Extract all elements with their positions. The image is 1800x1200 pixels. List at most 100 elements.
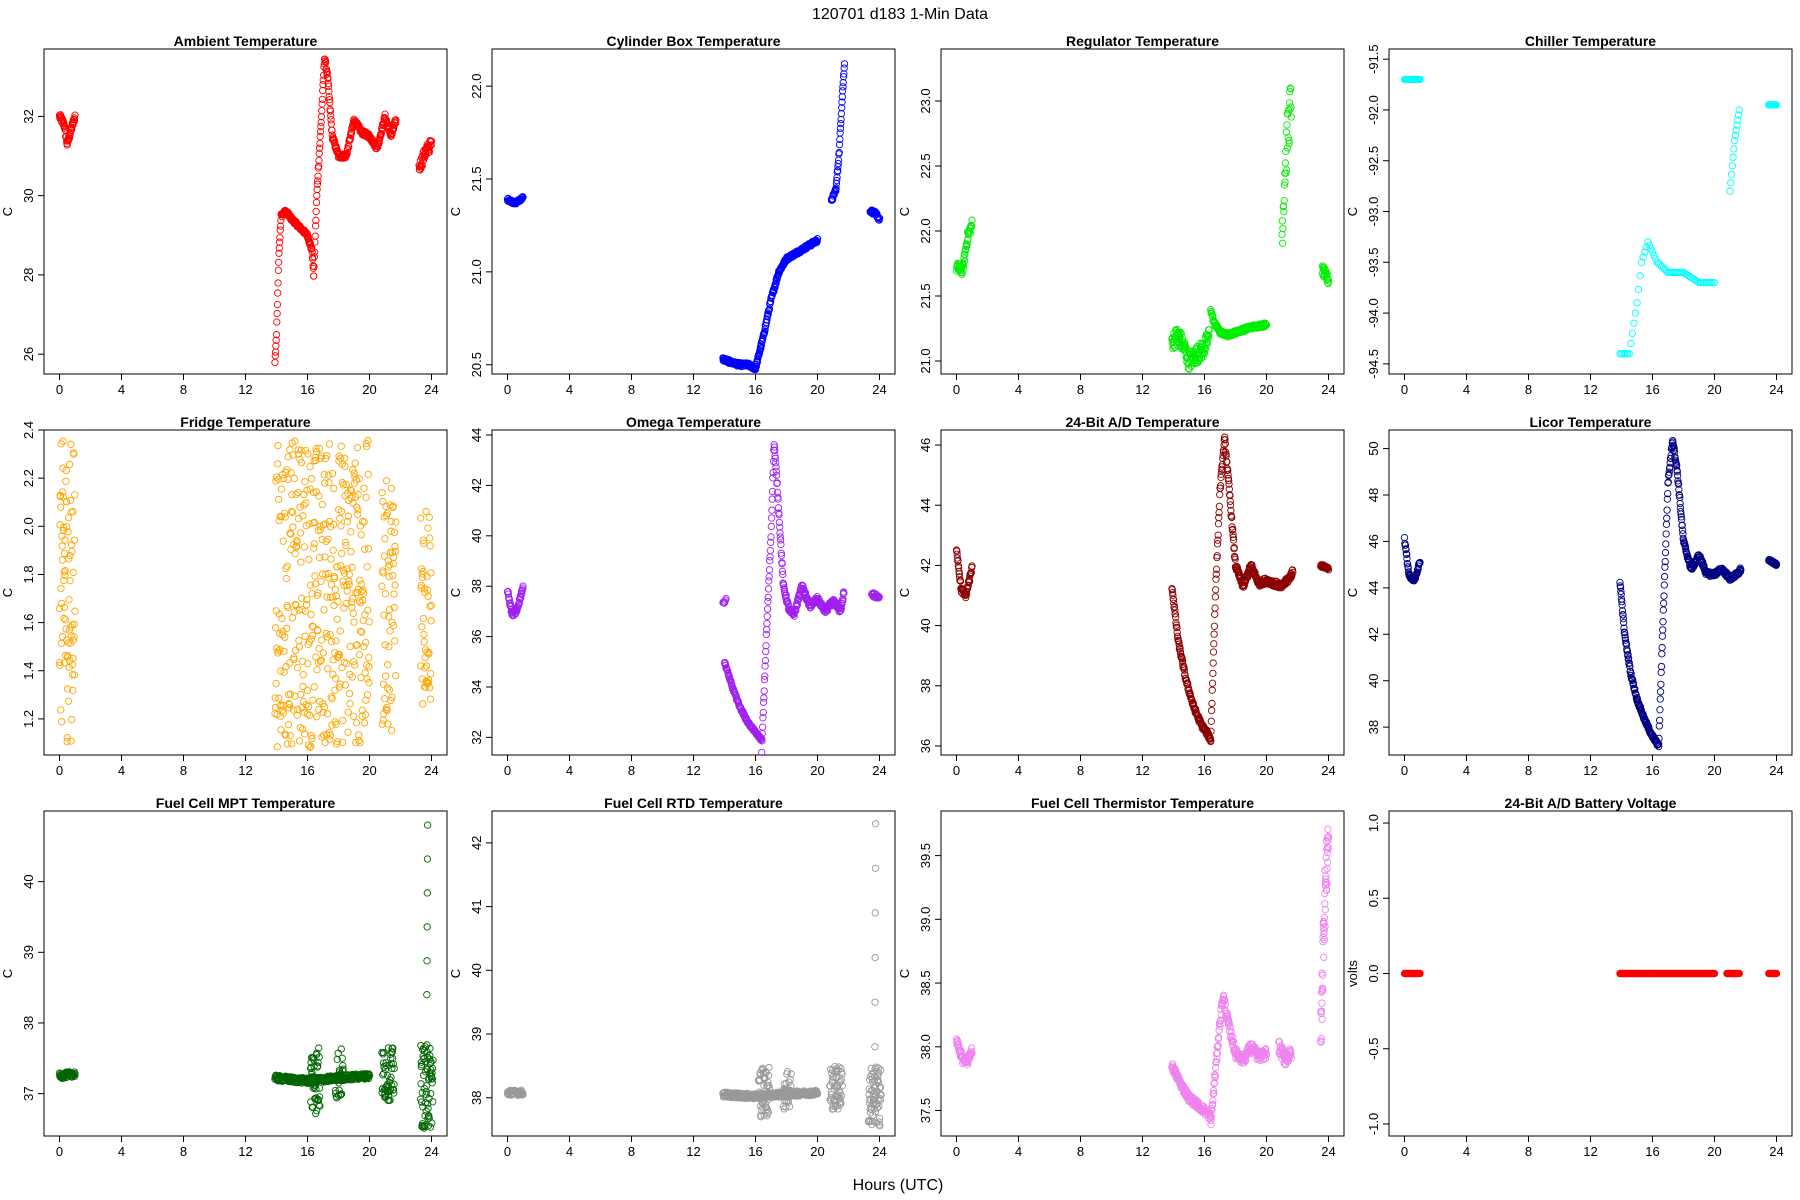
data-point	[1661, 548, 1670, 557]
data-point	[66, 577, 74, 585]
x-tick-label: 4	[566, 382, 573, 397]
data-point	[58, 556, 66, 564]
data-point	[383, 703, 391, 712]
data-point	[65, 555, 73, 563]
data-point	[771, 446, 779, 454]
data-point	[273, 300, 282, 309]
y-axis-label: C	[448, 969, 463, 978]
data-point	[785, 1102, 794, 1111]
data-point	[760, 694, 768, 702]
data-point	[349, 609, 357, 618]
data-point	[271, 624, 280, 632]
data-point	[1279, 224, 1287, 233]
data-point	[418, 162, 426, 170]
data-point	[1221, 440, 1229, 448]
data-point	[391, 542, 399, 551]
data-point	[58, 542, 66, 550]
y-tick-label: 26	[21, 347, 36, 361]
data-point	[290, 655, 298, 664]
x-tick-label: 8	[1525, 763, 1532, 778]
data-point	[420, 630, 428, 639]
data-point	[306, 743, 314, 751]
x-tick-label: 0	[953, 382, 960, 397]
x-tick-label: 0	[504, 382, 511, 397]
data-point	[773, 479, 781, 487]
data-point	[1211, 593, 1220, 601]
y-axis-label: C	[448, 207, 463, 216]
data-point	[332, 637, 340, 645]
data-point	[1660, 581, 1668, 589]
data-point	[1262, 321, 1271, 329]
data-point	[759, 334, 767, 342]
data-point	[1208, 309, 1216, 317]
data-point	[62, 625, 70, 633]
x-tick-label: 24	[424, 1144, 438, 1159]
data-point	[56, 503, 65, 511]
data-point	[317, 452, 326, 460]
data-point	[324, 569, 333, 578]
y-tick-label: 44	[918, 498, 933, 512]
y-tick-label: 2.2	[21, 469, 36, 487]
data-point	[871, 820, 880, 828]
x-tick-label: 24	[872, 382, 886, 397]
data-point	[273, 309, 281, 318]
data-point	[358, 587, 366, 596]
data-point	[838, 104, 846, 112]
data-point	[300, 543, 309, 551]
data-point	[309, 255, 317, 263]
data-point	[518, 589, 526, 598]
data-point	[772, 463, 780, 471]
x-tick-label: 0	[56, 382, 63, 397]
data-point	[321, 479, 329, 487]
data-point	[776, 533, 784, 541]
data-point	[1727, 179, 1735, 187]
data-point	[285, 700, 294, 709]
data-point	[426, 669, 435, 678]
data-point	[1659, 626, 1667, 634]
data-point	[1662, 540, 1670, 548]
y-tick-label: 40	[21, 874, 36, 888]
y-axis-label: C	[897, 969, 912, 978]
data-point	[289, 451, 297, 459]
x-tick-label: 0	[1401, 382, 1408, 397]
data-point	[1660, 572, 1669, 581]
data-point	[338, 738, 347, 746]
data-point	[281, 731, 290, 739]
data-point	[62, 477, 70, 485]
data-point	[1772, 101, 1780, 109]
data-point	[313, 180, 322, 188]
data-point	[71, 111, 79, 119]
data-point	[275, 516, 283, 525]
data-point	[871, 953, 879, 962]
data-point	[318, 570, 327, 578]
data-point	[1627, 339, 1635, 348]
data-point	[385, 642, 393, 651]
data-point	[319, 649, 327, 657]
data-point	[1657, 668, 1665, 677]
data-point	[1281, 178, 1289, 186]
data-point	[383, 509, 391, 518]
panel-title: Fuel Cell Thermistor Temperature	[1031, 795, 1254, 811]
data-point	[1416, 75, 1424, 84]
data-point	[794, 596, 802, 604]
data-point	[55, 604, 64, 613]
data-point	[385, 686, 393, 694]
data-point	[1638, 258, 1646, 266]
data-point	[1280, 207, 1288, 216]
data-point	[348, 563, 356, 572]
data-point	[348, 598, 356, 606]
x-tick-label: 12	[686, 382, 700, 397]
data-point	[422, 683, 430, 691]
data-point	[308, 475, 316, 483]
data-point	[286, 529, 294, 537]
data-point	[330, 574, 339, 582]
data-point	[322, 537, 330, 546]
data-point	[389, 560, 397, 568]
data-point	[342, 480, 350, 489]
data-point	[364, 436, 372, 445]
data-point	[277, 485, 286, 493]
x-tick-label: 16	[1645, 382, 1659, 397]
data-point	[380, 552, 389, 560]
y-tick-label: 38.0	[918, 1034, 933, 1059]
